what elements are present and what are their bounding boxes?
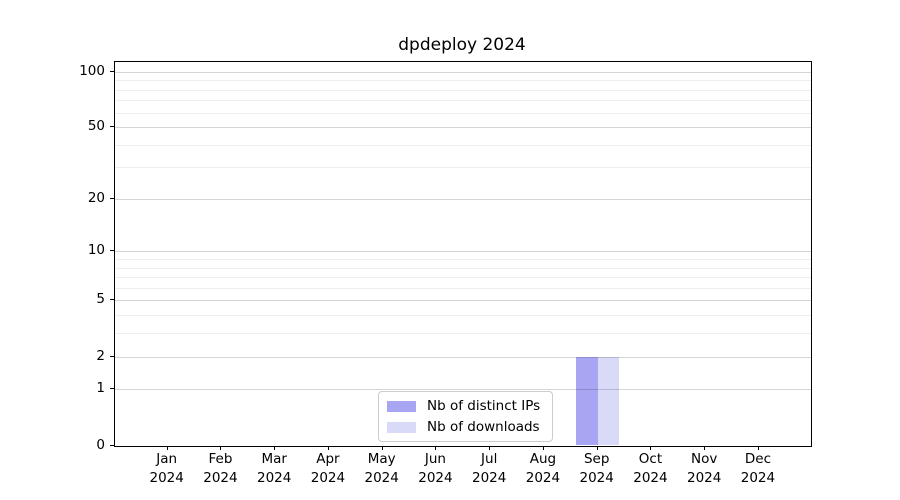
legend-swatch-downloads (387, 421, 416, 433)
bar-distinct-ips (576, 356, 598, 446)
x-axis-tick-label: Jan 2024 (135, 450, 199, 488)
gridline-minor (115, 315, 811, 317)
y-axis-tick-label: 50 (87, 118, 105, 135)
gridline-minor (115, 333, 811, 335)
y-axis-tick-label: 5 (96, 291, 105, 308)
x-tick-year: 2024 (257, 469, 292, 486)
gridline-major (115, 251, 811, 253)
y-tick-mark (110, 250, 114, 252)
x-tick-mark (489, 445, 491, 450)
x-tick-mark (596, 445, 598, 450)
x-tick-month: Apr (316, 450, 340, 467)
x-tick-month: Nov (691, 450, 718, 467)
x-tick-year: 2024 (740, 469, 776, 486)
y-axis-tick-label: 20 (87, 189, 105, 206)
gridline-minor (115, 80, 811, 82)
x-tick-year: 2024 (418, 469, 453, 486)
y-tick-mark (110, 299, 114, 301)
x-tick-year: 2024 (687, 469, 722, 486)
x-tick-month: Jan (156, 450, 178, 467)
gridline-minor (115, 144, 811, 146)
gridline-minor (115, 167, 811, 169)
y-tick-mark (110, 126, 114, 128)
gridline-major (115, 300, 811, 302)
x-tick-mark (704, 445, 706, 450)
legend-swatch-distinct-ips (387, 400, 416, 412)
legend-item: Nb of distinct IPs (387, 398, 540, 414)
x-axis-tick-label: Dec 2024 (726, 450, 790, 488)
x-tick-mark (166, 445, 168, 450)
x-tick-year: 2024 (525, 469, 561, 486)
gridline-major (115, 356, 811, 358)
gridline-minor (115, 100, 811, 102)
y-tick-mark (110, 197, 114, 199)
plot-area (114, 61, 812, 447)
gridline-major (115, 127, 811, 129)
bar-downloads (597, 356, 620, 446)
legend-label: Nb of downloads (427, 419, 540, 435)
gridline-major (115, 389, 811, 391)
y-tick-mark (110, 444, 114, 446)
x-tick-mark (274, 445, 276, 450)
gridline-minor (115, 287, 811, 289)
legend-item: Nb of downloads (387, 419, 540, 435)
x-tick-mark (381, 445, 383, 450)
x-tick-year: 2024 (149, 469, 184, 486)
x-tick-year: 2024 (364, 469, 399, 486)
gridline-minor (115, 277, 811, 279)
x-tick-year: 2024 (633, 469, 668, 486)
x-axis-tick-label: Nov 2024 (672, 450, 736, 488)
x-tick-mark (650, 445, 652, 450)
x-tick-month: Jul (481, 450, 498, 467)
x-axis-tick-label: Feb 2024 (188, 450, 252, 488)
gridline-minor (115, 267, 811, 269)
x-axis-tick-label: Apr 2024 (296, 450, 360, 488)
y-tick-mark (110, 355, 114, 357)
y-axis-tick-label: 100 (79, 62, 105, 79)
x-tick-mark (542, 445, 544, 450)
x-tick-year: 2024 (310, 469, 346, 486)
x-tick-mark (220, 445, 222, 450)
x-tick-mark (435, 445, 437, 450)
x-tick-month: Dec (744, 450, 771, 467)
y-axis-tick-label: 1 (96, 380, 105, 397)
gridline-major (115, 71, 811, 73)
x-axis-tick-label: Aug 2024 (511, 450, 575, 488)
x-tick-mark (757, 445, 759, 450)
gridline-minor (115, 112, 811, 114)
y-tick-mark (110, 70, 114, 72)
x-axis-tick-label: Mar 2024 (242, 450, 306, 488)
x-axis-tick-label: Jul 2024 (457, 450, 521, 488)
y-axis-tick-label: 10 (87, 242, 105, 259)
gridline-minor (115, 259, 811, 260)
x-tick-month: Aug (529, 450, 557, 467)
x-tick-month: Mar (261, 450, 287, 467)
x-tick-month: Jun (424, 450, 446, 467)
gridline-minor (115, 89, 811, 91)
legend-label: Nb of distinct IPs (427, 398, 541, 414)
x-tick-month: May (367, 450, 396, 467)
x-axis-tick-label: Jun 2024 (403, 450, 467, 488)
x-tick-year: 2024 (472, 469, 507, 486)
x-tick-year: 2024 (203, 469, 238, 486)
x-axis-tick-label: May 2024 (350, 450, 414, 488)
legend: Nb of distinct IPs Nb of downloads (378, 391, 554, 442)
y-axis-tick-label: 2 (96, 347, 105, 364)
x-tick-mark (327, 445, 329, 450)
x-tick-month: Sep (583, 450, 610, 467)
gridline-major (115, 198, 811, 200)
x-tick-year: 2024 (579, 469, 614, 486)
x-tick-month: Oct (638, 450, 663, 467)
chart-title: dpdeploy 2024 (398, 35, 526, 55)
x-tick-month: Feb (208, 450, 233, 467)
y-tick-mark (110, 388, 114, 390)
x-axis-tick-label: Sep 2024 (565, 450, 629, 488)
x-axis-tick-label: Oct 2024 (618, 450, 682, 488)
y-axis-tick-label: 0 (96, 436, 105, 453)
